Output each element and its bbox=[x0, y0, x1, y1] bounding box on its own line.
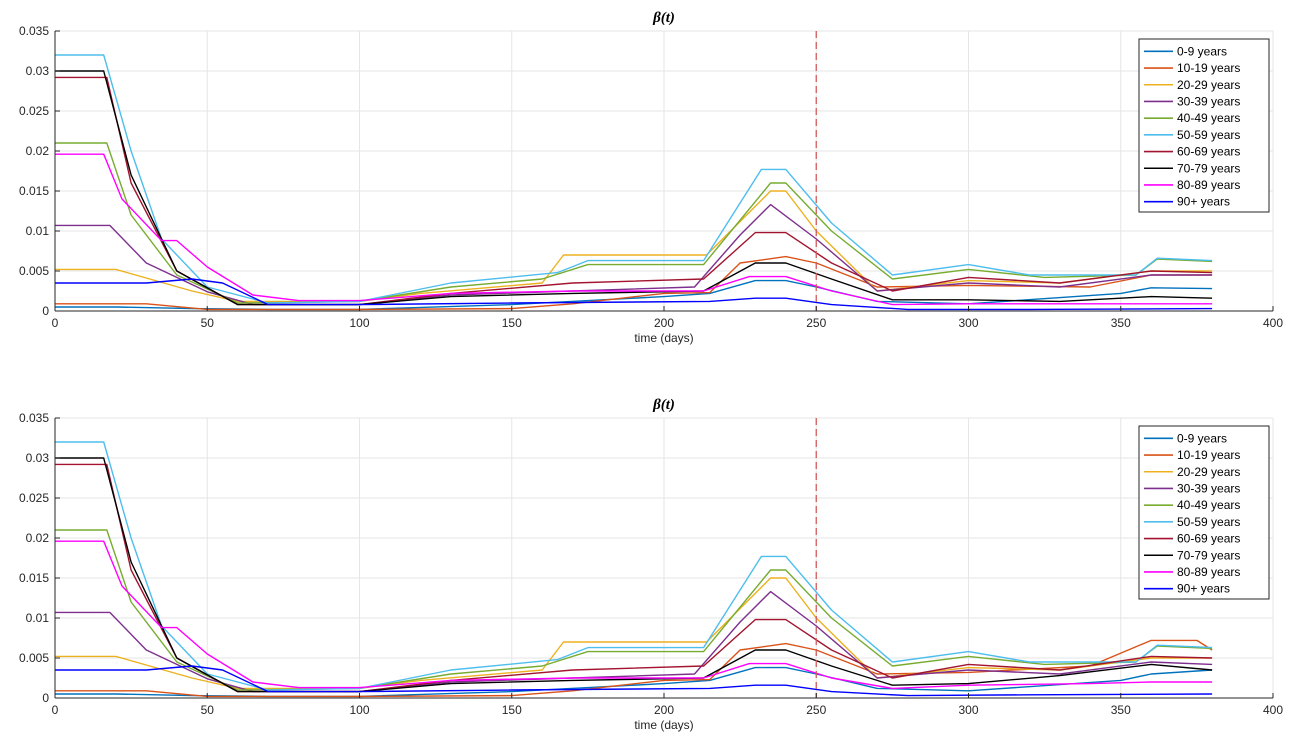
series-line-6 bbox=[55, 54, 1213, 304]
series-line-6 bbox=[55, 441, 1213, 691]
y-tick-label: 0.005 bbox=[19, 651, 49, 665]
series-group bbox=[55, 54, 1213, 311]
x-tick-label: 400 bbox=[1263, 703, 1283, 717]
y-tick-label: 0.02 bbox=[26, 531, 50, 545]
legend-label-10: 90+ years bbox=[1177, 195, 1230, 209]
y-tick-label: 0.015 bbox=[19, 571, 49, 585]
series-line-5 bbox=[55, 529, 1213, 691]
x-tick-label: 50 bbox=[201, 316, 215, 330]
y-tick-label: 0.005 bbox=[19, 264, 49, 278]
legend-label-4: 30-39 years bbox=[1177, 481, 1240, 495]
x-tick-label: 200 bbox=[654, 703, 674, 717]
series-line-10 bbox=[55, 278, 1213, 311]
legend-label-8: 70-79 years bbox=[1177, 161, 1240, 175]
x-tick-label: 0 bbox=[52, 316, 59, 330]
y-tick-label: 0.025 bbox=[19, 491, 49, 505]
y-tick-label: 0.03 bbox=[26, 451, 50, 465]
series-line-4 bbox=[55, 203, 1213, 306]
legend-label-7: 60-69 years bbox=[1177, 145, 1240, 159]
chart-title: β(t) bbox=[652, 10, 675, 26]
legend-label-3: 20-29 years bbox=[1177, 78, 1240, 92]
legend-label-2: 10-19 years bbox=[1177, 61, 1240, 75]
series-line-4 bbox=[55, 590, 1213, 693]
series-line-2 bbox=[55, 639, 1213, 698]
y-tick-label: 0.01 bbox=[26, 224, 50, 238]
legend-label-4: 30-39 years bbox=[1177, 94, 1240, 108]
legend: 0-9 years 10-19 years 20-29 years 30-39 yea… bbox=[1138, 425, 1270, 600]
legend-label-6: 50-59 years bbox=[1177, 128, 1240, 142]
series-line-5 bbox=[55, 142, 1213, 304]
legend-label-1: 0-9 years bbox=[1177, 44, 1227, 58]
y-tick-label: 0.035 bbox=[19, 411, 49, 425]
x-axis-label: time (days) bbox=[634, 331, 693, 345]
x-tick-label: 150 bbox=[502, 316, 522, 330]
legend-label-5: 40-49 years bbox=[1177, 498, 1240, 512]
y-tick-label: 0.02 bbox=[26, 144, 50, 158]
chart-panel-1: 0 50 100 150 200 250 300 350 400 0 0.005 0.01 0.015 0… bbox=[19, 10, 1283, 345]
series-line-10 bbox=[55, 665, 1213, 697]
x-tick-label: 250 bbox=[806, 316, 826, 330]
legend-label-1: 0-9 years bbox=[1177, 431, 1227, 445]
x-tick-label: 150 bbox=[502, 703, 522, 717]
x-tick-label: 100 bbox=[349, 316, 369, 330]
x-tick-label: 400 bbox=[1263, 316, 1283, 330]
x-tick-label: 50 bbox=[201, 703, 215, 717]
legend: 0-9 years 10-19 years 20-29 years 30-39 yea… bbox=[1138, 38, 1270, 213]
y-tick-label: 0.03 bbox=[26, 64, 50, 78]
y-tick-label: 0.025 bbox=[19, 104, 49, 118]
x-tick-label: 0 bbox=[52, 703, 59, 717]
y-tick-label: 0.015 bbox=[19, 184, 49, 198]
series-group bbox=[55, 441, 1213, 698]
x-tick-label: 100 bbox=[349, 703, 369, 717]
series-line-9 bbox=[55, 540, 1213, 690]
y-tick-label: 0.01 bbox=[26, 611, 50, 625]
y-tick-label: 0 bbox=[42, 691, 49, 705]
y-tick-label: 0.035 bbox=[19, 24, 49, 38]
legend-label-6: 50-59 years bbox=[1177, 515, 1240, 529]
x-axis-label: time (days) bbox=[634, 718, 693, 732]
legend-label-8: 70-79 years bbox=[1177, 548, 1240, 562]
x-tick-label: 200 bbox=[654, 316, 674, 330]
x-tick-label: 300 bbox=[958, 316, 978, 330]
legend-label-2: 10-19 years bbox=[1177, 448, 1240, 462]
series-line-9 bbox=[55, 153, 1213, 306]
legend-label-7: 60-69 years bbox=[1177, 532, 1240, 546]
chart-title: β(t) bbox=[652, 397, 675, 413]
series-line-7 bbox=[55, 463, 1213, 693]
x-tick-label: 350 bbox=[1111, 703, 1131, 717]
legend-label-10: 90+ years bbox=[1177, 582, 1230, 596]
legend-label-9: 80-89 years bbox=[1177, 178, 1240, 192]
x-tick-label: 350 bbox=[1111, 316, 1131, 330]
x-tick-label: 250 bbox=[806, 703, 826, 717]
series-line-7 bbox=[55, 76, 1213, 306]
legend-label-3: 20-29 years bbox=[1177, 465, 1240, 479]
chart-panel-2: 0 50 100 150 200 250 300 350 400 0 0.005 0.01 0.015 0… bbox=[19, 397, 1283, 732]
x-tick-label: 300 bbox=[958, 703, 978, 717]
legend-label-9: 80-89 years bbox=[1177, 565, 1240, 579]
y-tick-label: 0 bbox=[42, 304, 49, 318]
legend-label-5: 40-49 years bbox=[1177, 111, 1240, 125]
